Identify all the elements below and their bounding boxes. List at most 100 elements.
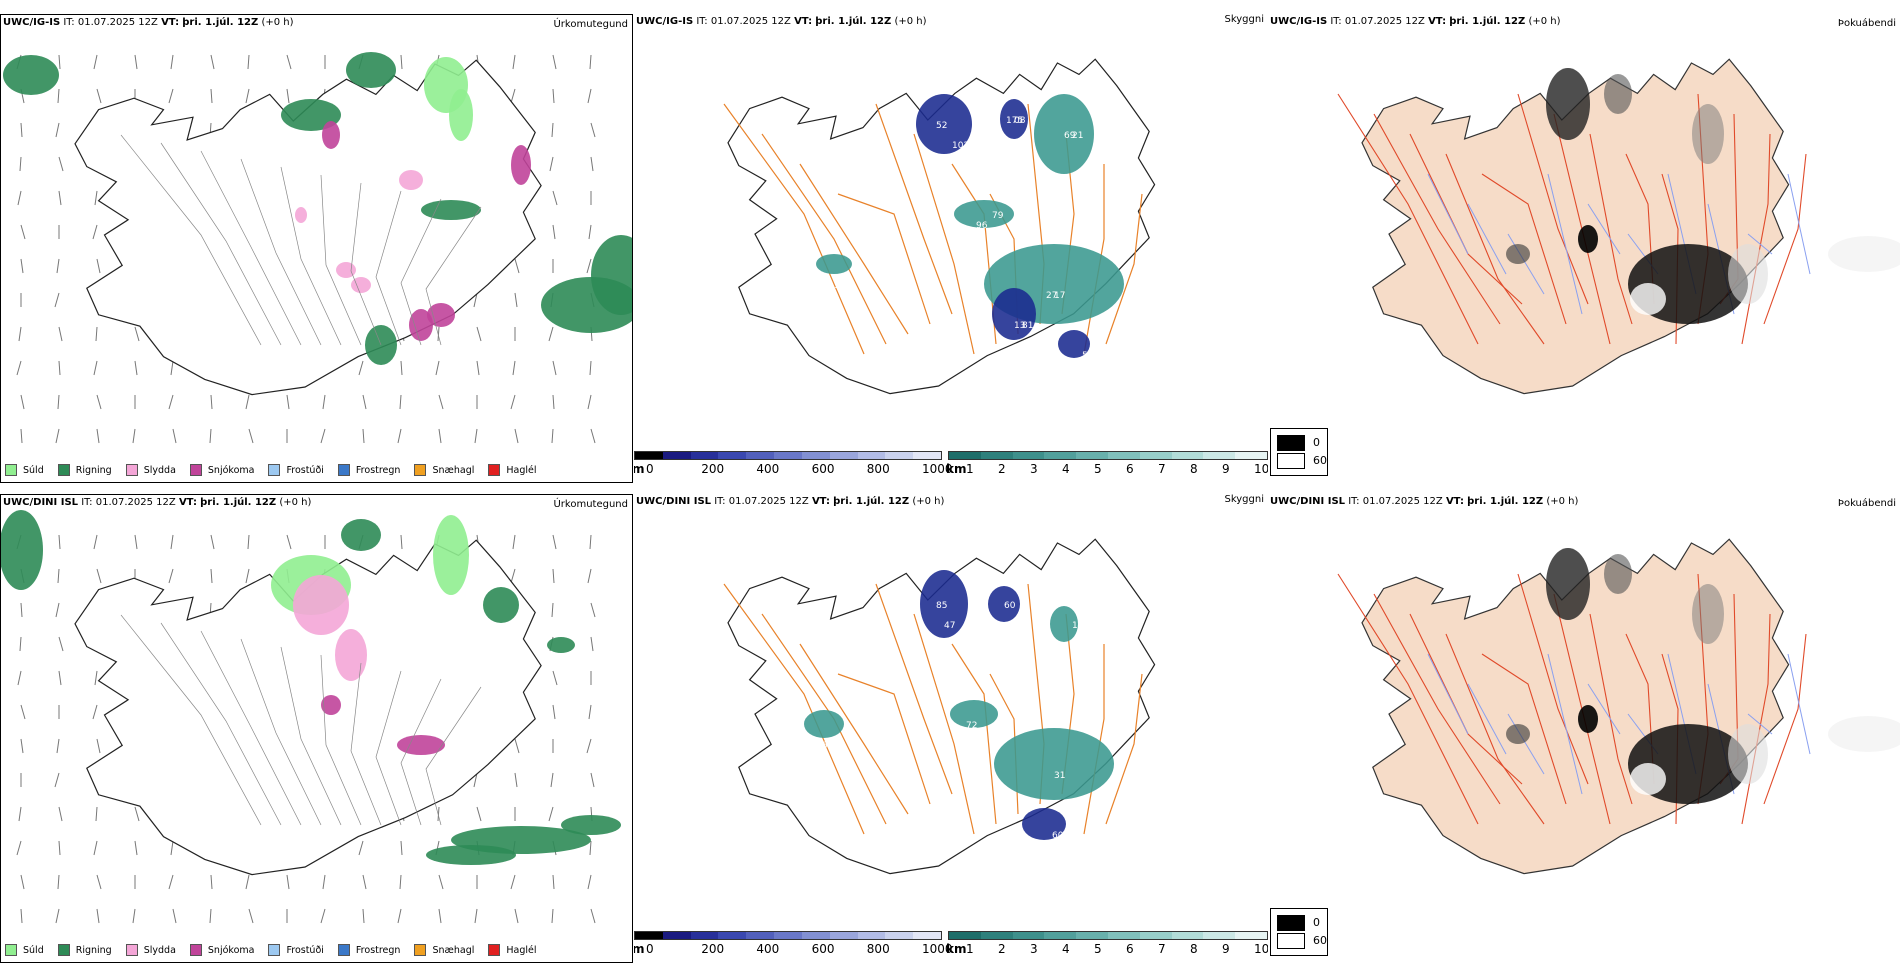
visibility-area [816, 254, 852, 274]
wind-barb [57, 88, 60, 104]
visibility-map: 85 60 150 72 31 600 06 47 13 [723, 538, 1156, 875]
wind-barb [473, 292, 478, 308]
legend-swatch [57, 464, 70, 476]
colorbar-tick: 4 [1062, 462, 1070, 476]
wind-barb [437, 326, 440, 342]
wind-barb [514, 292, 518, 308]
wind-barb [320, 428, 326, 444]
colorbar-tick: 2 [998, 462, 1006, 476]
wind-barb [510, 568, 516, 584]
wind-barb [20, 738, 24, 754]
wind-barb [172, 908, 177, 924]
wind-barb [549, 156, 554, 172]
wind-barb [552, 190, 558, 206]
legend-item: Súld [5, 944, 44, 956]
colorbar-segment [885, 932, 914, 939]
legend-item: Haglél [488, 944, 537, 956]
wind-barb [286, 54, 292, 70]
wind-barb [134, 360, 138, 376]
legend-label: Snæhagl [432, 464, 475, 476]
colorbar-segment [1012, 452, 1045, 459]
wind-barb [588, 704, 592, 720]
wind-barb [58, 54, 61, 70]
colorbar-segment [857, 452, 886, 459]
road-line [120, 614, 262, 826]
wind-barb [209, 428, 212, 444]
wind-barb [512, 54, 516, 70]
road-line [1553, 593, 1611, 825]
wind-barb [438, 394, 444, 410]
wind-barb [400, 360, 403, 376]
wind-barb [247, 54, 250, 70]
legend-swatch [337, 464, 350, 476]
road-line [837, 193, 931, 325]
vis-colorbar [948, 931, 1268, 940]
vis-unit: km [946, 462, 967, 476]
wind-barb [170, 534, 174, 550]
wind-barb [94, 190, 98, 206]
legend-item: Snæhagl [414, 464, 474, 476]
wind-barb [93, 360, 98, 376]
legend-item: Rigning [57, 464, 112, 476]
road-line [799, 163, 909, 335]
init-prefix: IT: [696, 16, 708, 27]
road-line [1445, 633, 1545, 825]
wind-barb [514, 428, 519, 444]
legend-item: Haglél [488, 464, 537, 476]
colorbar-segment [690, 452, 719, 459]
panel-header: UWC/IG-IS IT: 01.07.2025 12Z VT: þri. 1.… [1270, 16, 1561, 27]
road-line [723, 103, 865, 355]
wind-barb [248, 908, 254, 924]
visibility-value: 06 [816, 741, 828, 751]
wind-barb [58, 636, 64, 652]
river-line [1427, 653, 1469, 735]
colorbar-tick: 1000 [922, 462, 953, 476]
road-line [280, 646, 342, 826]
road-line [875, 583, 953, 795]
wind-barb [474, 428, 478, 444]
colorbar-segment [1171, 452, 1204, 459]
wind-barb [168, 88, 174, 104]
wind-barb [170, 360, 174, 376]
fog-legend: 0 60 [1270, 428, 1328, 476]
visibility-value: 27 [1046, 291, 1057, 301]
colorbar-segment [885, 452, 914, 459]
road-line [350, 182, 382, 346]
colorbar-tick: 0 [646, 942, 654, 956]
wind-barb [548, 326, 554, 342]
wind-barb [58, 670, 62, 686]
valid-prefix: VT: [811, 496, 830, 507]
legend-label: Haglél [506, 944, 537, 956]
road-line [1337, 93, 1479, 345]
wind-barb [16, 840, 22, 856]
legend-item: Slydda [125, 944, 176, 956]
wind-barb [512, 534, 516, 550]
panel-header: UWC/DINI ISL IT: 01.07.2025 12Z VT: þri.… [636, 496, 944, 507]
colorbar-tick: 6 [1126, 462, 1134, 476]
panel-header: UWC/IG-IS IT: 01.07.2025 12Z VT: þri. 1.… [636, 16, 927, 27]
colorbar-tick: 7 [1158, 462, 1166, 476]
visibility-value: 13 [1012, 621, 1023, 631]
wind-barb [245, 568, 250, 584]
wind-barb [170, 54, 174, 70]
wind-barb [587, 88, 592, 104]
colorbar-segment [1076, 452, 1108, 459]
visibility-area [1050, 606, 1078, 642]
legend-item: Snjókoma [189, 944, 254, 956]
visibility-value: 60 [1004, 601, 1016, 611]
wind-barb [132, 908, 136, 924]
model-name: UWC/DINI ISL [1270, 496, 1346, 507]
fog-area [1692, 584, 1724, 644]
colorbar-tick: 1 [966, 942, 974, 956]
wind-barb [54, 772, 60, 788]
visibility-value: 17 [1054, 291, 1065, 301]
wind-barb [514, 738, 520, 754]
wind-barb [96, 568, 102, 584]
visibility-map: 52 08 21 96 17 81 135 12 102 175 69 79 27 13 57 [723, 58, 1156, 395]
colorbar-segment [1235, 452, 1267, 459]
visibility-value: 135 [1066, 361, 1083, 371]
wind-barb [55, 122, 60, 138]
legend-label: Súld [23, 464, 44, 476]
wind-barb [587, 568, 592, 584]
visibility-area [920, 570, 968, 638]
